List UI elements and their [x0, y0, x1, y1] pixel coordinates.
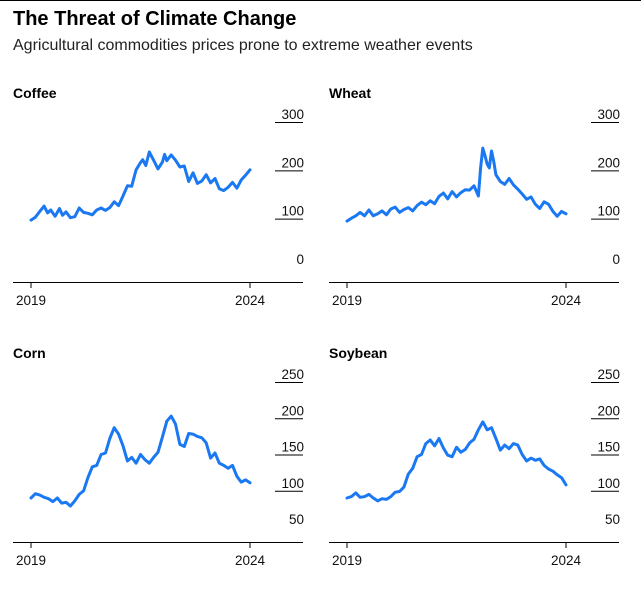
x-tick-label: 2019 — [16, 553, 46, 568]
top-rule — [0, 0, 641, 1]
y-tick-label: 300 — [281, 107, 304, 122]
y-tick-label: 250 — [281, 367, 304, 382]
y-tick-label: 250 — [597, 367, 620, 382]
y-tick-label: 100 — [281, 204, 304, 219]
corn-chart: 250 200 150 100 50 2019 2024 — [13, 367, 304, 568]
coffee-chart: 300 200 100 0 2019 2024 — [13, 107, 304, 308]
x-tick-label: 2024 — [551, 293, 582, 308]
x-tick-label: 2024 — [235, 293, 266, 308]
soybean-panel: Soybean 250 200 150 100 50 2019 2024 — [329, 345, 629, 595]
price-line — [345, 420, 568, 503]
price-line — [345, 146, 568, 223]
wheat-chart: 300 200 100 0 2019 2024 — [329, 107, 620, 308]
wheat-panel-title: Wheat — [329, 85, 371, 101]
y-tick-label: 50 — [605, 512, 620, 527]
y-tick-label: 150 — [281, 440, 304, 455]
y-tick-label: 200 — [281, 403, 304, 418]
y-tick-label: 100 — [281, 476, 304, 491]
y-tick-label: 0 — [612, 252, 620, 267]
chart-title: The Threat of Climate Change — [13, 8, 297, 30]
y-tick-label: 100 — [597, 476, 620, 491]
y-tick-label: 200 — [597, 155, 620, 170]
y-tick-label: 200 — [281, 155, 304, 170]
price-line — [29, 414, 252, 508]
x-tick-label: 2024 — [551, 553, 582, 568]
y-tick-label: 50 — [289, 512, 304, 527]
y-tick-label: 0 — [296, 252, 304, 267]
x-tick-label: 2024 — [235, 553, 266, 568]
y-tick-label: 150 — [597, 440, 620, 455]
coffee-panel: Coffee 300 200 100 0 2019 2024 — [13, 85, 313, 335]
price-line — [29, 150, 252, 222]
coffee-panel-title: Coffee — [13, 85, 57, 101]
x-tick-label: 2019 — [16, 293, 46, 308]
corn-panel-title: Corn — [13, 345, 46, 361]
y-tick-label: 200 — [597, 403, 620, 418]
y-tick-label: 100 — [597, 204, 620, 219]
x-tick-label: 2019 — [332, 293, 362, 308]
y-tick-label: 300 — [597, 107, 620, 122]
x-tick-label: 2019 — [332, 553, 362, 568]
soybean-chart: 250 200 150 100 50 2019 2024 — [329, 367, 620, 568]
soybean-panel-title: Soybean — [329, 345, 388, 361]
wheat-panel: Wheat 300 200 100 0 2019 2024 — [329, 85, 629, 335]
chart-subtitle: Agricultural commodities prices prone to… — [13, 37, 473, 54]
corn-panel: Corn 250 200 150 100 50 2019 2024 — [13, 345, 313, 595]
